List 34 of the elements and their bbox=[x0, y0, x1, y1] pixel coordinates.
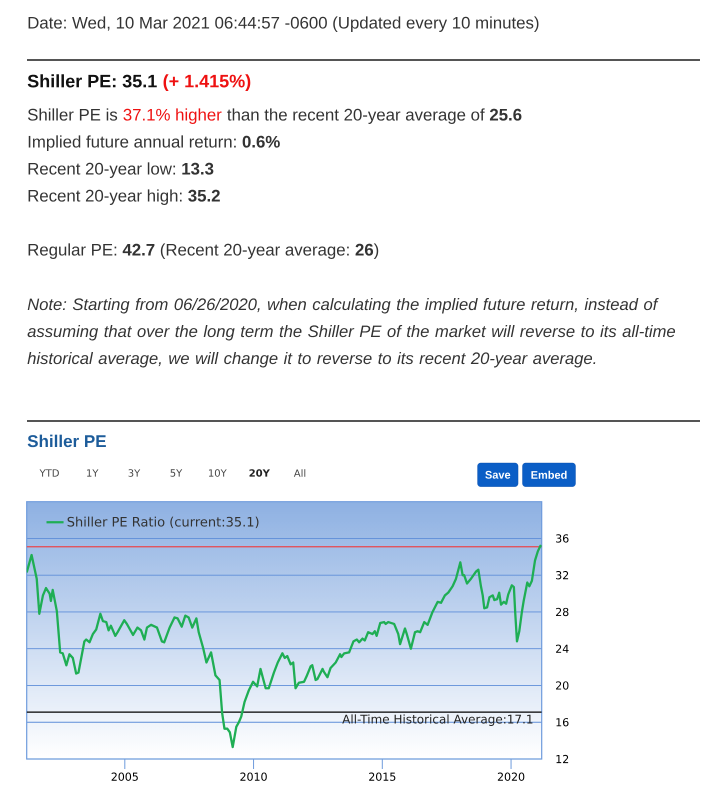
text: (+ 1.415%) bbox=[164, 74, 250, 92]
text: than the recent 20-year average of 25.6 bbox=[227, 108, 522, 124]
text: Shiller PE is bbox=[28, 108, 118, 121]
y-tick-label: 28 bbox=[556, 608, 568, 616]
text: 5Y bbox=[170, 469, 182, 477]
line-series bbox=[26, 544, 542, 748]
x-tick-label: 2010 bbox=[240, 772, 267, 781]
x-tick-label: 2005 bbox=[112, 772, 138, 781]
y-tick-label: 16 bbox=[556, 718, 569, 726]
text: Date: Wed, 10 Mar 2021 06:44:57 -0600 (Updated every 10 minutes) bbox=[28, 16, 538, 32]
y-tick-label: 36 bbox=[556, 534, 569, 543]
text: Note: Starting from 06/26/2020, when calculating the implied future return, instead of assuming that over the long term the Shiller PE of the market will reverse to its all-time historical average, we will change it to reverse to its recent 20-year average. bbox=[27, 298, 676, 368]
text: 1Y bbox=[87, 469, 98, 477]
text: Recent 20-year low: 13.3 bbox=[28, 162, 214, 178]
x-tick-label: 2015 bbox=[369, 772, 396, 781]
text: Recent 20-year high: 35.2 bbox=[28, 189, 220, 205]
y-tick-label: 32 bbox=[556, 571, 568, 580]
text: YTD bbox=[40, 469, 59, 477]
legend-label: Shiller PE Ratio (current:35.1) bbox=[68, 516, 258, 528]
text: 37.1% higher bbox=[123, 108, 222, 124]
chart-title: Shiller PE bbox=[28, 434, 106, 448]
text: Embed bbox=[531, 470, 567, 479]
x-tick-label: 2020 bbox=[498, 772, 524, 781]
text: Shiller PE: 35.1 bbox=[28, 74, 157, 88]
text: Save bbox=[485, 470, 510, 479]
y-tick-label: 20 bbox=[556, 681, 568, 690]
text: Regular PE: 42.7 (Recent 20-year average: 26) bbox=[28, 243, 378, 259]
text: All bbox=[294, 469, 306, 477]
y-tick-label: 24 bbox=[556, 644, 569, 653]
text: 10Y bbox=[208, 469, 227, 477]
text: 20Y bbox=[250, 469, 270, 477]
text: Implied future annual return: 0.6% bbox=[28, 135, 280, 151]
text: 3Y bbox=[128, 469, 140, 477]
y-tick-label: 12 bbox=[556, 754, 568, 764]
